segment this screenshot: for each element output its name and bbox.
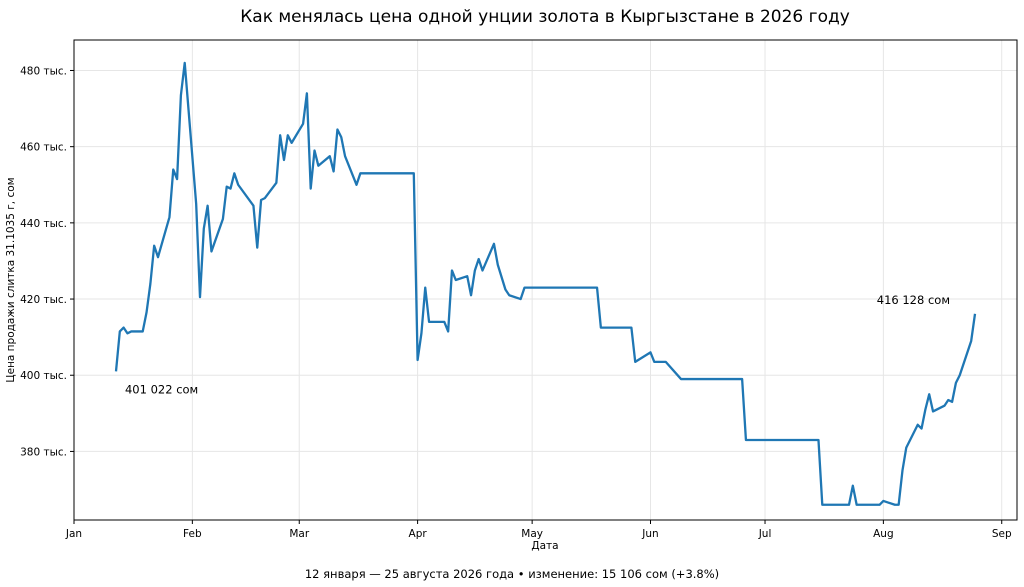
x-tick-label: May <box>521 528 543 540</box>
y-tick-label: 400 тыс. <box>20 370 67 382</box>
end-price-annotation: 416 128 сом <box>877 293 950 307</box>
plot-frame <box>73 39 1018 521</box>
y-tick-label: 380 тыс. <box>20 446 67 458</box>
y-axis-ticks: 380 тыс. 400 тыс. 420 тыс. 440 тыс. 460 тыс.… <box>20 65 74 458</box>
y-tick-label: 420 тыс. <box>20 294 67 306</box>
footer-summary: 12 января — 25 августа 2026 года • измен… <box>305 567 719 581</box>
x-axis-label: Дата <box>531 540 558 552</box>
y-axis-label: Цена продажи слитка 31.1035 г, сом <box>5 177 17 382</box>
series-line <box>114 61 977 506</box>
x-tick-label: Apr <box>409 528 428 540</box>
x-axis-ticks: Jan Feb Mar Apr May Jun Jul Aug Sep <box>65 520 1012 540</box>
y-tick-label: 480 тыс. <box>20 65 67 77</box>
x-tick-label: Jun <box>641 528 658 540</box>
y-tick-label: 460 тыс. <box>20 142 67 154</box>
x-tick-label: Mar <box>289 528 309 540</box>
x-tick-label: Feb <box>183 528 202 540</box>
chart-title: Как менялась цена одной унции золота в К… <box>240 7 850 27</box>
start-price-annotation: 401 022 сом <box>125 382 198 396</box>
x-tick-label: Jan <box>65 528 82 540</box>
x-tick-label: Aug <box>873 528 894 540</box>
grid <box>73 40 1017 520</box>
x-tick-label: Sep <box>992 528 1012 540</box>
x-tick-label: Jul <box>758 528 772 540</box>
y-tick-label: 440 тыс. <box>20 218 67 230</box>
annotations: 401 022 сом 416 128 сом <box>125 293 950 397</box>
